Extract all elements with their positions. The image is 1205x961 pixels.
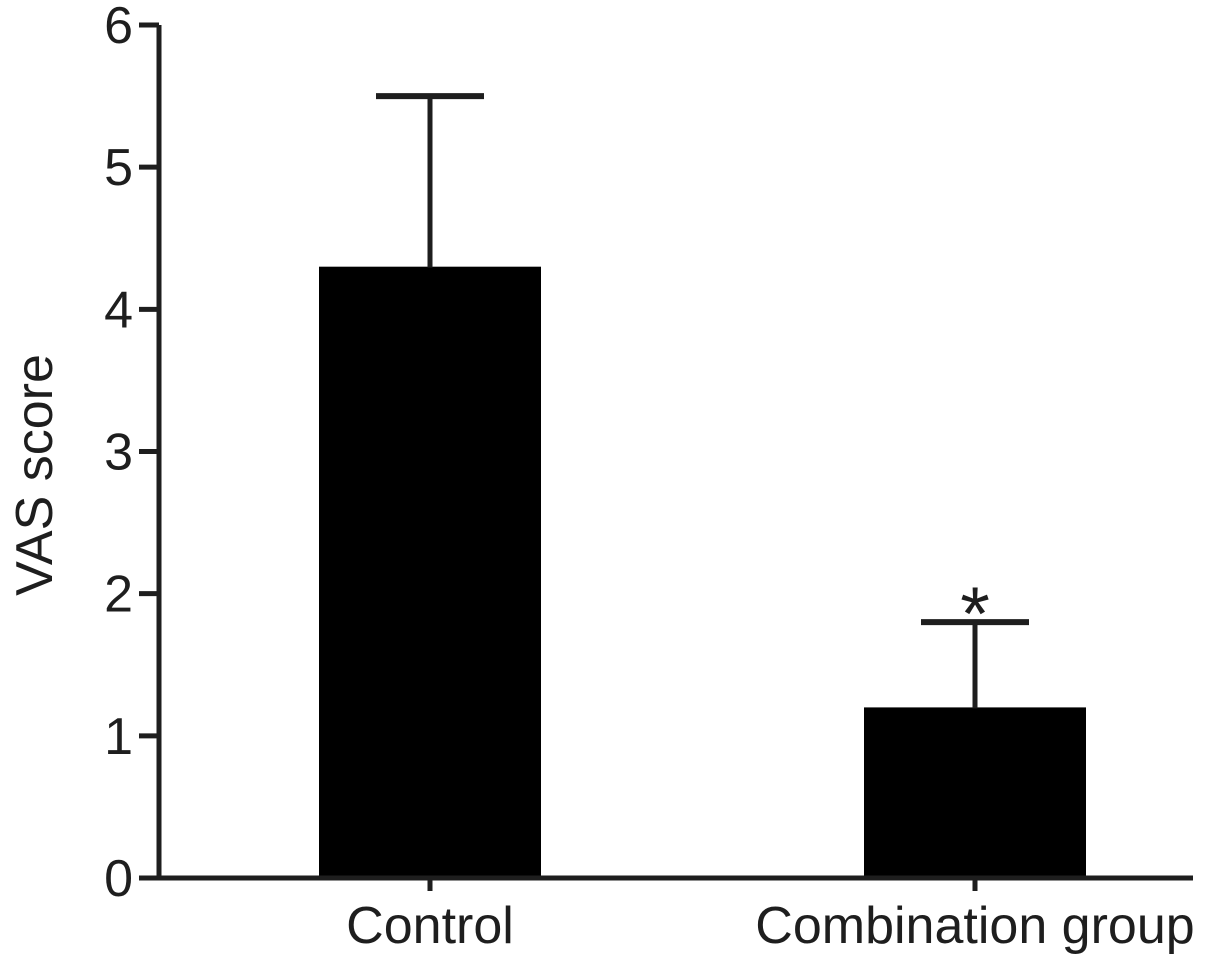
y-tick-label-2: 2 bbox=[104, 566, 133, 624]
y-axis-title: VAS score bbox=[6, 354, 64, 596]
y-tick-label-0: 0 bbox=[104, 850, 133, 908]
bar-0 bbox=[319, 266, 541, 878]
y-tick-label-4: 4 bbox=[104, 281, 133, 339]
y-tick-label-6: 6 bbox=[104, 0, 133, 55]
y-tick-label-1: 1 bbox=[104, 708, 133, 766]
x-category-label-0: Control bbox=[346, 897, 514, 955]
y-tick-label-3: 3 bbox=[104, 424, 133, 482]
bar-1 bbox=[864, 707, 1086, 878]
y-tick-label-5: 5 bbox=[104, 139, 133, 197]
x-category-label-1: Combination group bbox=[755, 897, 1194, 955]
significance-asterisk-0: * bbox=[960, 572, 990, 657]
